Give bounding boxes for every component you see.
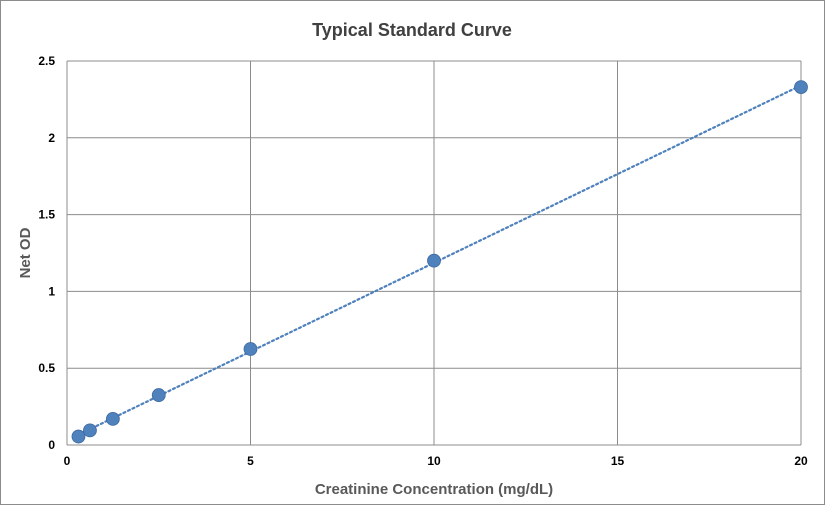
data-point: [105, 411, 120, 426]
x-tick-label: 15: [611, 454, 625, 468]
data-point: [794, 80, 808, 95]
y-axis-ticks: 0 0.5 1 1.5 2 2.5: [38, 54, 55, 452]
y-axis-label: Net OD: [17, 227, 34, 278]
x-tick-label: 0: [64, 454, 71, 468]
x-tick-label: 5: [247, 454, 254, 468]
data-point: [83, 423, 97, 438]
y-tick-label: 0.5: [38, 361, 55, 375]
y-tick-label: 2: [48, 131, 55, 145]
y-tick-label: 1.5: [38, 208, 55, 222]
y-tick-label: 2.5: [38, 54, 55, 68]
data-point: [243, 342, 258, 356]
data-point: [427, 253, 441, 268]
chart-title: Typical Standard Curve: [312, 20, 512, 40]
x-axis-label: Creatinine Concentration (mg/dL): [315, 481, 553, 498]
grid-lines: [66, 60, 802, 446]
data-point: [71, 429, 86, 444]
data-point: [151, 388, 166, 402]
data-points: [71, 80, 808, 444]
y-tick-label: 0: [48, 438, 55, 452]
x-tick-label: 20: [794, 454, 808, 468]
y-tick-label: 1: [48, 284, 55, 298]
x-tick-label: 10: [427, 454, 441, 468]
x-axis-ticks: 0 5 10 15 20: [64, 454, 808, 468]
